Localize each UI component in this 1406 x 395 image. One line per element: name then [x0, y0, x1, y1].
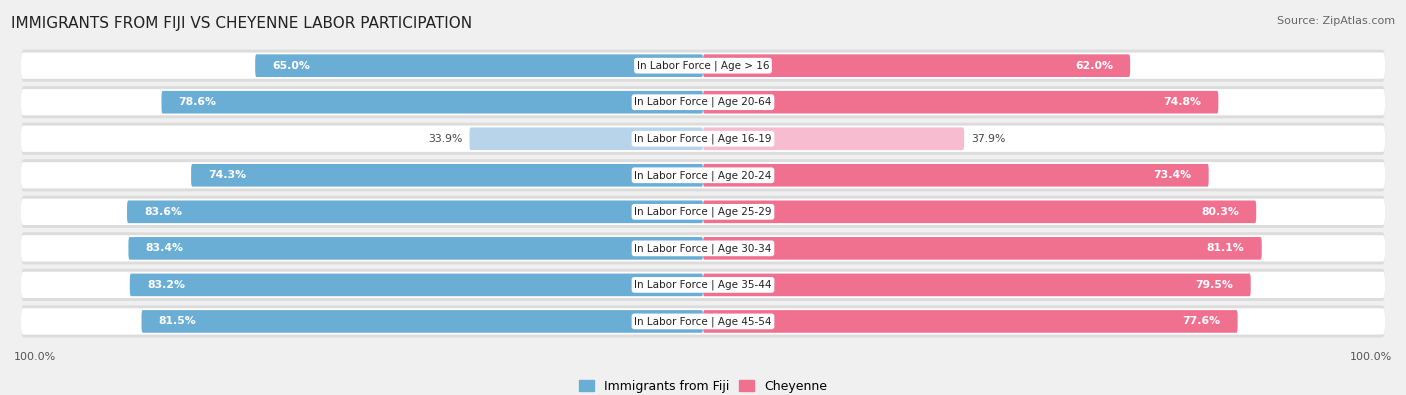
- FancyBboxPatch shape: [703, 164, 1209, 186]
- Text: In Labor Force | Age 20-64: In Labor Force | Age 20-64: [634, 97, 772, 107]
- Text: 33.9%: 33.9%: [429, 134, 463, 144]
- Text: 77.6%: 77.6%: [1182, 316, 1220, 326]
- Text: 83.4%: 83.4%: [146, 243, 184, 253]
- Text: 79.5%: 79.5%: [1195, 280, 1233, 290]
- Text: 73.4%: 73.4%: [1153, 170, 1191, 180]
- Text: In Labor Force | Age 45-54: In Labor Force | Age 45-54: [634, 316, 772, 327]
- FancyBboxPatch shape: [162, 91, 703, 113]
- FancyBboxPatch shape: [21, 123, 1385, 155]
- Text: In Labor Force | Age 20-24: In Labor Force | Age 20-24: [634, 170, 772, 181]
- Text: In Labor Force | Age 30-34: In Labor Force | Age 30-34: [634, 243, 772, 254]
- Text: IMMIGRANTS FROM FIJI VS CHEYENNE LABOR PARTICIPATION: IMMIGRANTS FROM FIJI VS CHEYENNE LABOR P…: [11, 16, 472, 31]
- FancyBboxPatch shape: [21, 308, 1385, 335]
- FancyBboxPatch shape: [703, 91, 1219, 113]
- Text: 83.2%: 83.2%: [148, 280, 186, 290]
- Legend: Immigrants from Fiji, Cheyenne: Immigrants from Fiji, Cheyenne: [574, 375, 832, 395]
- FancyBboxPatch shape: [21, 232, 1385, 264]
- FancyBboxPatch shape: [21, 269, 1385, 301]
- FancyBboxPatch shape: [21, 235, 1385, 261]
- Text: 78.6%: 78.6%: [179, 97, 217, 107]
- Text: 100.0%: 100.0%: [14, 352, 56, 363]
- FancyBboxPatch shape: [127, 201, 703, 223]
- FancyBboxPatch shape: [21, 199, 1385, 225]
- Text: Source: ZipAtlas.com: Source: ZipAtlas.com: [1277, 16, 1395, 26]
- FancyBboxPatch shape: [21, 50, 1385, 82]
- Text: 100.0%: 100.0%: [1350, 352, 1392, 363]
- FancyBboxPatch shape: [703, 237, 1261, 260]
- FancyBboxPatch shape: [254, 55, 703, 77]
- FancyBboxPatch shape: [21, 272, 1385, 298]
- FancyBboxPatch shape: [21, 305, 1385, 337]
- FancyBboxPatch shape: [21, 162, 1385, 188]
- Text: 81.5%: 81.5%: [159, 316, 197, 326]
- FancyBboxPatch shape: [21, 196, 1385, 228]
- Text: 37.9%: 37.9%: [972, 134, 1005, 144]
- FancyBboxPatch shape: [703, 128, 965, 150]
- Text: In Labor Force | Age 16-19: In Labor Force | Age 16-19: [634, 134, 772, 144]
- Text: 74.8%: 74.8%: [1163, 97, 1201, 107]
- FancyBboxPatch shape: [703, 201, 1256, 223]
- FancyBboxPatch shape: [21, 89, 1385, 115]
- Text: 83.6%: 83.6%: [145, 207, 183, 217]
- FancyBboxPatch shape: [703, 55, 1130, 77]
- Text: In Labor Force | Age 25-29: In Labor Force | Age 25-29: [634, 207, 772, 217]
- FancyBboxPatch shape: [21, 126, 1385, 152]
- FancyBboxPatch shape: [470, 128, 703, 150]
- FancyBboxPatch shape: [21, 86, 1385, 118]
- Text: In Labor Force | Age 35-44: In Labor Force | Age 35-44: [634, 280, 772, 290]
- Text: 81.1%: 81.1%: [1206, 243, 1244, 253]
- FancyBboxPatch shape: [703, 274, 1251, 296]
- Text: 65.0%: 65.0%: [273, 61, 311, 71]
- FancyBboxPatch shape: [191, 164, 703, 186]
- FancyBboxPatch shape: [128, 237, 703, 260]
- FancyBboxPatch shape: [142, 310, 703, 333]
- FancyBboxPatch shape: [129, 274, 703, 296]
- Text: In Labor Force | Age > 16: In Labor Force | Age > 16: [637, 60, 769, 71]
- FancyBboxPatch shape: [21, 159, 1385, 191]
- FancyBboxPatch shape: [21, 53, 1385, 79]
- FancyBboxPatch shape: [703, 310, 1237, 333]
- Text: 62.0%: 62.0%: [1076, 61, 1114, 71]
- Text: 80.3%: 80.3%: [1201, 207, 1239, 217]
- Text: 74.3%: 74.3%: [208, 170, 246, 180]
